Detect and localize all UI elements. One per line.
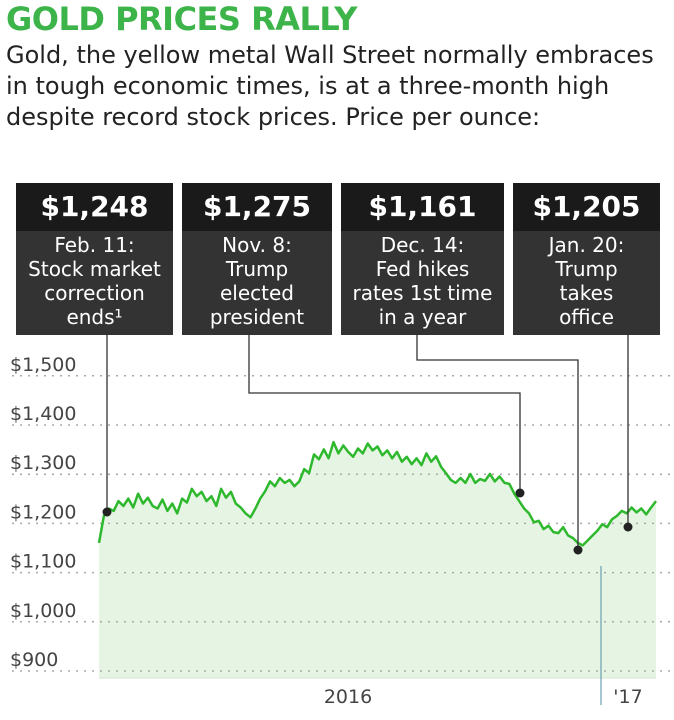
chart-subtitle: Gold, the yellow metal Wall Street norma… — [6, 41, 654, 131]
y-tick-label: $1,400 — [10, 403, 76, 425]
y-tick-label: $900 — [10, 649, 58, 671]
callout-dec-14: $1,161 Dec. 14: Fed hikes rates 1st time… — [341, 183, 504, 335]
event-marker — [573, 545, 583, 555]
y-tick-label: $1,300 — [10, 452, 76, 474]
y-tick-label: $1,500 — [10, 354, 76, 376]
price-area — [99, 442, 656, 678]
event-marker — [623, 522, 633, 532]
callout-description: Nov. 8: Trump elected president — [209, 233, 305, 329]
x-tick-label: '17 — [613, 686, 642, 708]
callout-description: Feb. 11: Stock market correction ends¹ — [28, 233, 161, 329]
callout-leader-line — [248, 335, 521, 493]
y-tick-label: $1,100 — [10, 551, 76, 573]
callout-description: Dec. 14: Fed hikes rates 1st time in a y… — [352, 233, 493, 329]
callout-feb-11: $1,248 Feb. 11: Stock market correction … — [16, 183, 173, 335]
callout-price: $1,248 — [16, 183, 173, 231]
price-line — [97, 440, 657, 547]
y-tick-label: $1,000 — [10, 600, 76, 622]
callout-nov-8: $1,275 Nov. 8: Trump elected president — [182, 183, 332, 335]
callout-description: Jan. 20: Trump takes office — [548, 233, 625, 329]
event-marker — [102, 507, 112, 517]
callout-price: $1,161 — [341, 183, 504, 231]
callout-price: $1,205 — [513, 183, 660, 231]
callout-price: $1,275 — [182, 183, 332, 231]
callout-leader-line — [416, 335, 579, 550]
event-marker — [515, 488, 525, 498]
y-tick-label: $1,200 — [10, 501, 76, 523]
x-tick-label: 2016 — [324, 686, 372, 708]
chart-title: GOLD PRICES RALLY — [6, 0, 357, 38]
callout-jan-20: $1,205 Jan. 20: Trump takes office — [513, 183, 660, 335]
